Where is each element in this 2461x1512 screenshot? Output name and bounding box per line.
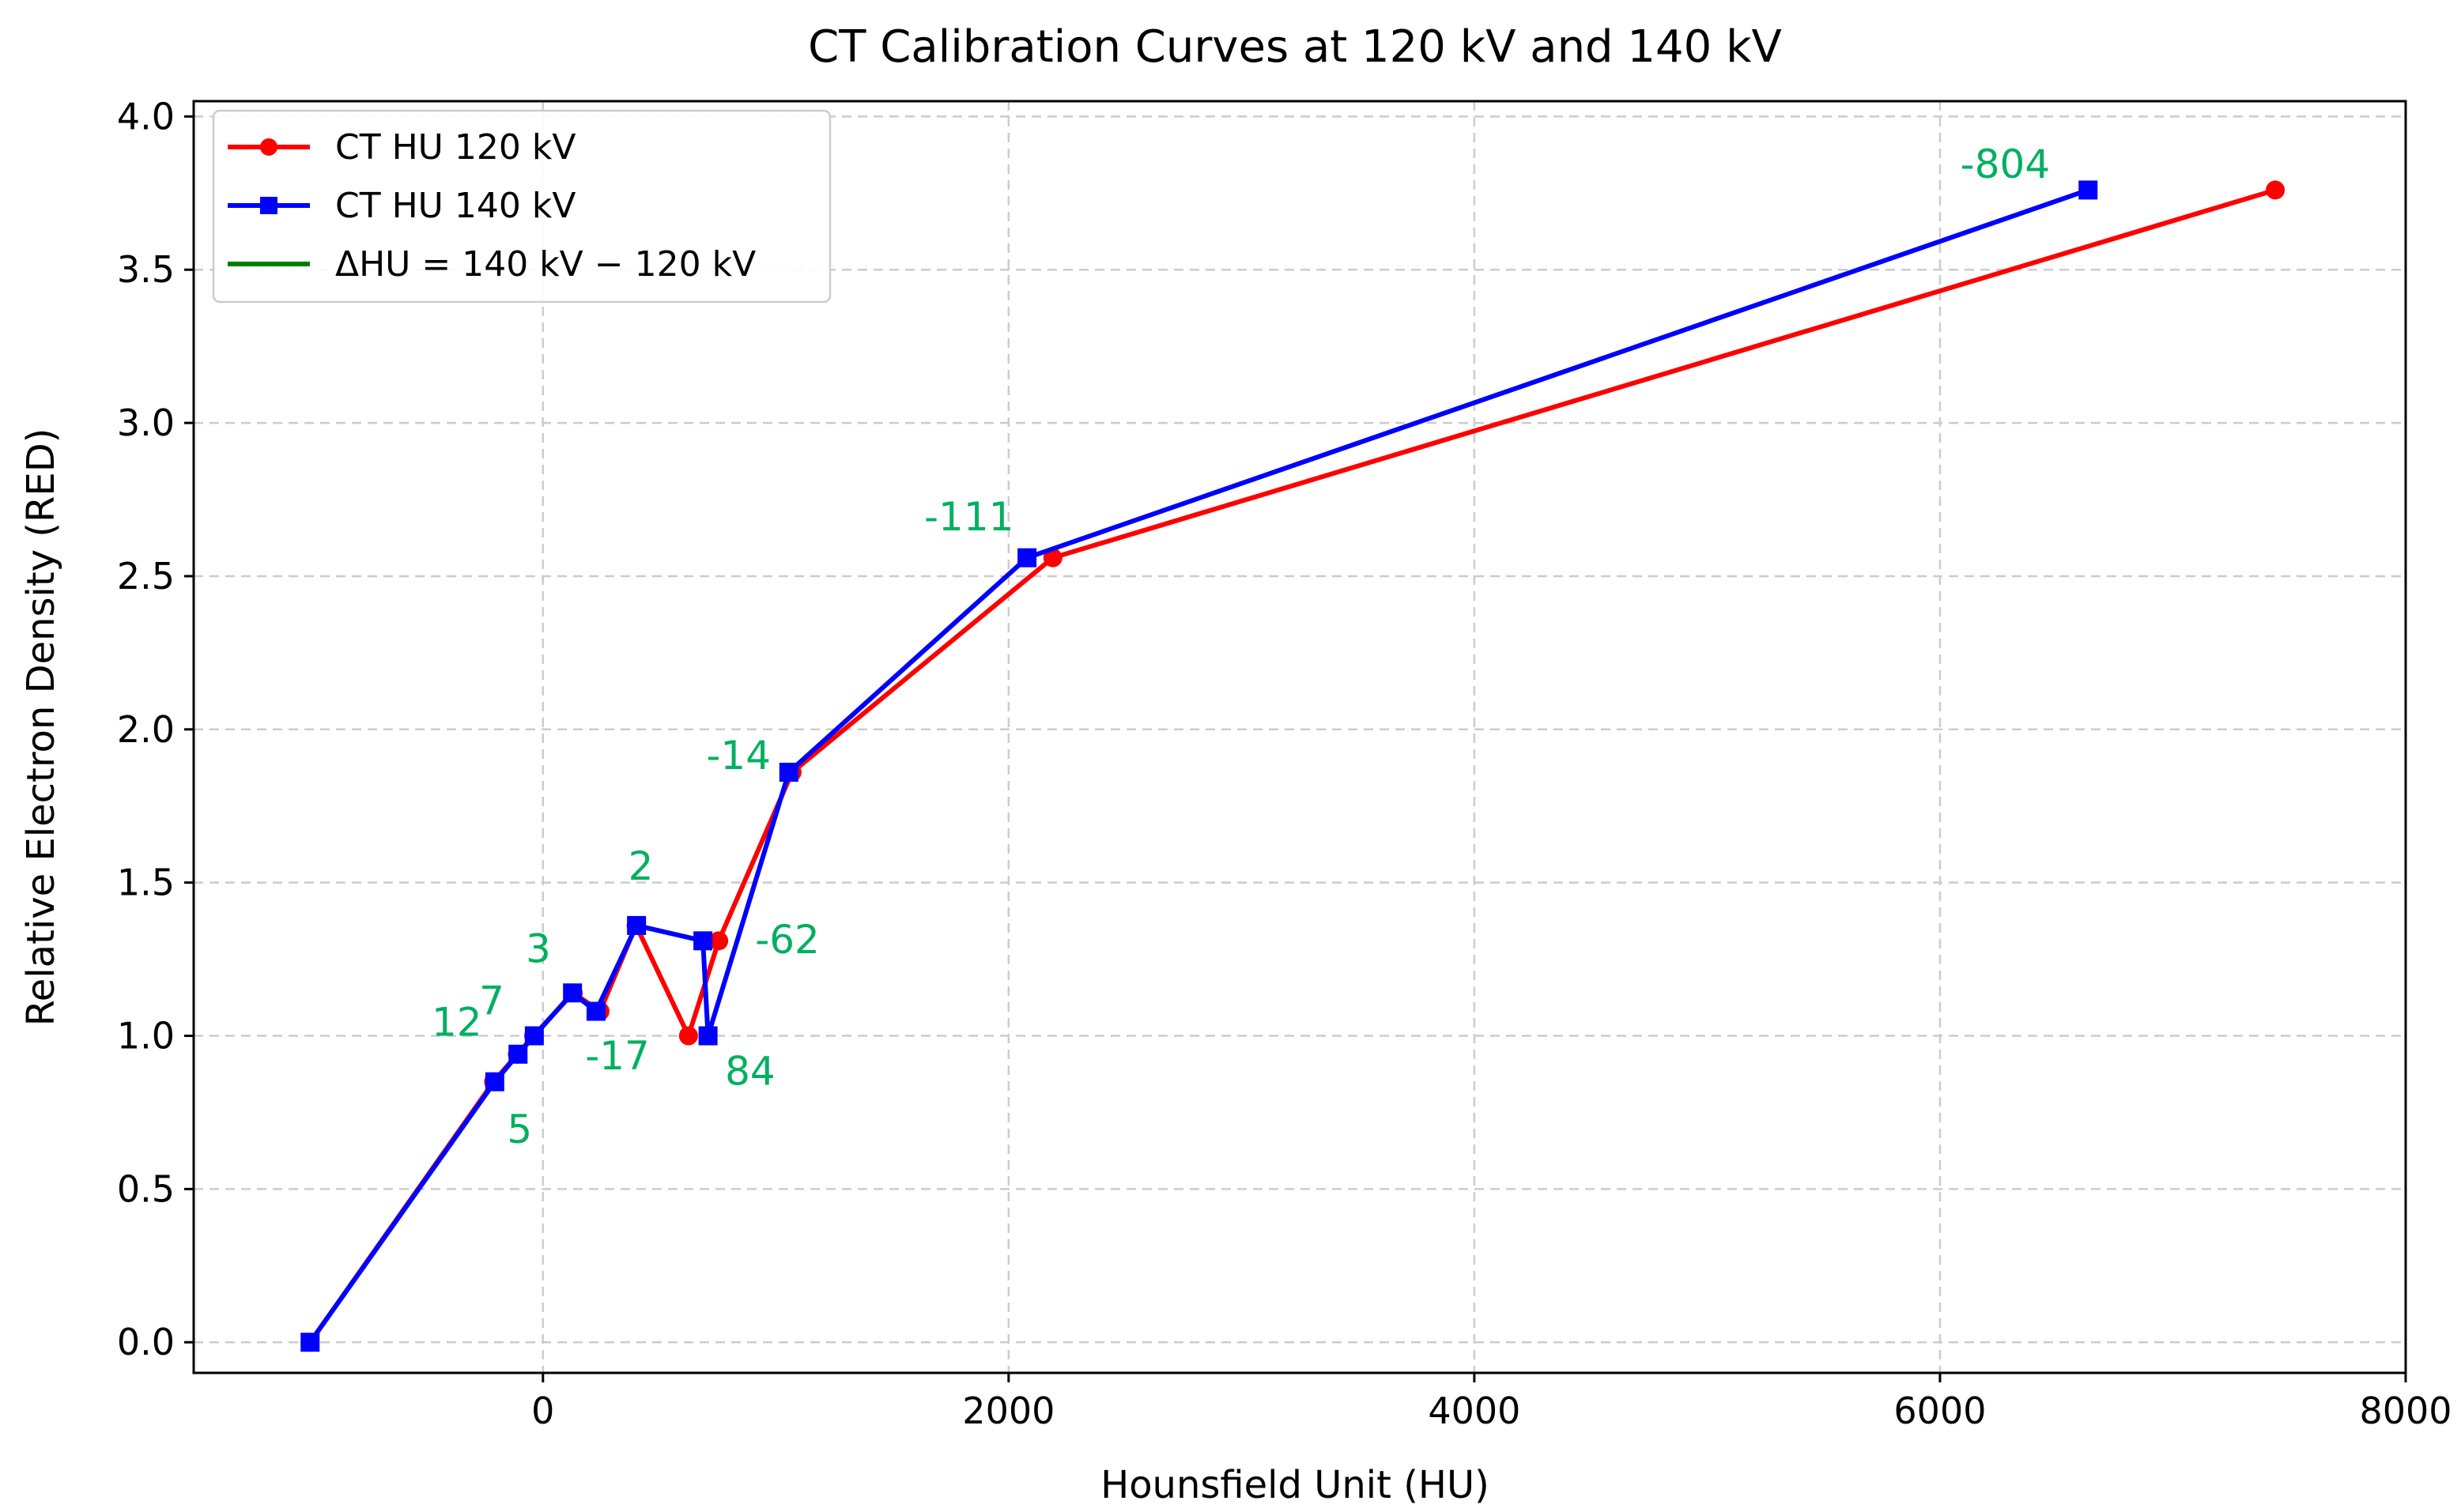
legend-box (212, 109, 832, 304)
delta-hu-label-4: -17 (585, 1033, 650, 1079)
y-tick-label-8: 4.0 (117, 95, 175, 138)
point-140kv-2 (508, 1044, 528, 1064)
y-axis-label: Relative Electron Density (RED) (19, 428, 63, 1027)
legend-entry-140kv: CT HU 140 kV (228, 186, 576, 226)
legend-marker-140kv (260, 197, 277, 214)
delta-hu-label-7: 84 (725, 1049, 776, 1095)
y-tick-label-2: 1.0 (117, 1015, 175, 1058)
point-120kv-7 (678, 1026, 698, 1046)
x-axis-label: Hounsfield Unit (HU) (1100, 1463, 1489, 1507)
series-layer (300, 180, 2285, 1352)
point-140kv-6 (627, 915, 647, 935)
plot-area-frame (192, 100, 2407, 1374)
y-tick-label-5: 2.5 (117, 555, 175, 598)
y-tick-label-4: 2.0 (117, 708, 175, 751)
point-120kv-8 (709, 931, 729, 951)
point-140kv-1 (485, 1072, 504, 1092)
point-140kv-10 (1017, 548, 1037, 567)
x-tick-label-1: 2000 (962, 1389, 1055, 1432)
point-140kv-4 (563, 983, 583, 1003)
delta-hu-label-1: 7 (479, 978, 504, 1024)
point-140kv-9 (779, 763, 798, 782)
delta-hu-label-3: 3 (526, 926, 551, 971)
legend: CT HU 120 kV CT HU 140 kV ΔHU = 140 kV −… (212, 109, 832, 304)
legend-marker-120kv (260, 138, 277, 156)
chart-title: CT Calibration Curves at 120 kV and 140 … (808, 21, 1782, 73)
legend-label-120kv: CT HU 120 kV (335, 127, 576, 168)
annotation-layer: 127 5 3 -17 2 -62 84 -14 -111 -804 (432, 141, 2050, 1152)
legend-entry-delta: ΔHU = 140 kV − 120 kV (228, 244, 756, 285)
delta-hu-label-9: -111 (924, 494, 1013, 540)
delta-hu-label-2: 5 (507, 1107, 532, 1152)
point-140kv-7 (693, 931, 713, 951)
y-tick-label-6: 3.0 (117, 402, 175, 444)
x-tick-label-0: 0 (531, 1389, 554, 1432)
point-140kv-5 (586, 1001, 606, 1021)
delta-hu-label-8: -14 (706, 733, 771, 779)
x-tick-label-2: 4000 (1428, 1389, 1520, 1432)
point-140kv-11 (2078, 180, 2098, 200)
point-140kv-3 (524, 1026, 544, 1046)
point-140kv-0 (300, 1333, 320, 1352)
x-tick-label-3: 6000 (1893, 1389, 1986, 1432)
y-tick-label-3: 1.5 (117, 862, 175, 904)
delta-hu-label-10: -804 (1961, 141, 2050, 187)
point-120kv-10 (1043, 548, 1063, 567)
point-120kv-11 (2266, 180, 2285, 200)
point-140kv-8 (698, 1026, 718, 1046)
y-tick-label-7: 3.5 (117, 248, 175, 291)
x-tick-label-4: 8000 (2359, 1389, 2452, 1432)
legend-label-delta: ΔHU = 140 kV − 120 kV (335, 244, 756, 285)
delta-hu-label-6: -62 (755, 917, 820, 963)
delta-hu-label-5: 2 (628, 843, 654, 889)
delta-hu-label-0: 12 (432, 1000, 482, 1046)
legend-label-140kv: CT HU 140 kV (335, 186, 576, 226)
y-tick-label-1: 0.5 (117, 1167, 175, 1210)
legend-entry-120kv: CT HU 120 kV (228, 127, 576, 168)
y-tick-label-0: 0.0 (117, 1321, 175, 1363)
ticks: 0 2000 4000 6000 8000 0.0 0.5 1.0 1.5 2.0 2.5 3.0 3.… (117, 95, 2452, 1432)
